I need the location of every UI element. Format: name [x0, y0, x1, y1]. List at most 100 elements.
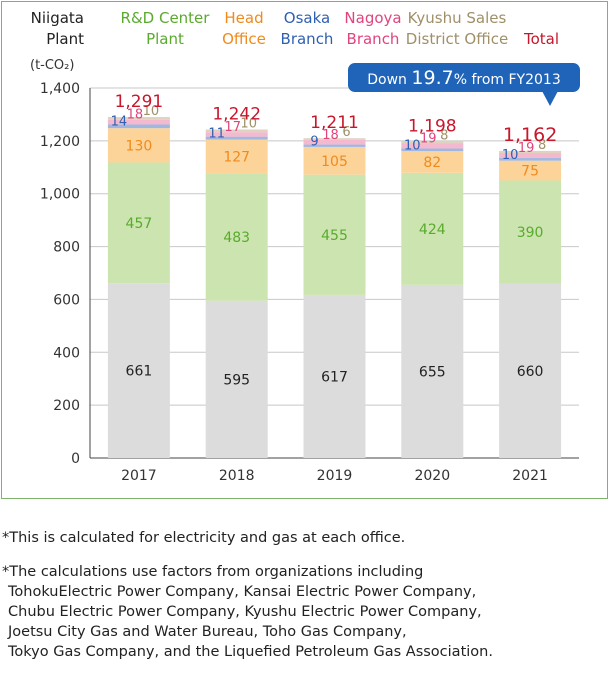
legend-label: District Office — [406, 30, 508, 48]
callout-bubble — [348, 63, 580, 92]
bar-segment — [303, 144, 366, 147]
x-tick-label: 2020 — [414, 468, 450, 484]
total-label: 1,291 — [115, 92, 164, 112]
bar-segment — [107, 117, 170, 120]
y-tick-label: 1,400 — [40, 81, 80, 97]
data-label: 8 — [538, 138, 546, 153]
x-tick-label: 2018 — [219, 468, 255, 484]
legend-label: Plant — [146, 30, 184, 48]
stacked-bar-chart: 0 200 400 600 800 1,000 1,200 1,400 (t-CO₂) Niiga… — [30, 9, 580, 484]
data-label: 14 — [111, 114, 128, 129]
data-label: 457 — [126, 216, 153, 232]
legend-label: Plant — [46, 30, 84, 48]
data-label: 10 — [502, 148, 519, 163]
bar-segment — [205, 300, 268, 458]
data-label: 75 — [521, 164, 539, 180]
x-tick-label: 2021 — [512, 468, 548, 484]
y-tick-label: 0 — [71, 451, 80, 467]
footnote-factors: *The calculations use factors from organ… — [0, 562, 612, 662]
callout-text: Down 19.7% from FY2013 — [367, 67, 560, 89]
bar-segment — [205, 132, 268, 137]
data-label: 127 — [223, 149, 250, 165]
data-label: 130 — [126, 138, 153, 154]
x-tick-label: 2017 — [121, 468, 157, 484]
data-label: 6 — [342, 125, 350, 140]
bar-segment — [205, 173, 268, 301]
data-label: 17 — [224, 120, 241, 135]
bar-segment — [499, 158, 562, 161]
data-label: 18 — [322, 128, 339, 143]
legend-label: Head — [224, 9, 263, 27]
data-label: 10 — [240, 116, 257, 131]
footnote-factors-line: TohokuElectric Power Company, Kansai Ele… — [8, 584, 477, 600]
legend-label: Kyushu Sales — [408, 9, 507, 27]
data-label: 19 — [518, 141, 535, 156]
bar-segment — [107, 128, 170, 163]
bar-segment — [499, 283, 562, 458]
bar-segment — [205, 139, 268, 174]
bar-segment — [401, 151, 464, 173]
data-label: 455 — [321, 228, 348, 244]
y-tick-label: 1,200 — [40, 134, 80, 150]
chart-frame: 0 200 400 600 800 1,000 1,200 1,400 (t-CO₂) Niiga… — [1, 1, 608, 499]
legend-label: R&D Center — [121, 9, 211, 27]
data-label: 617 — [321, 369, 348, 385]
data-label: 82 — [423, 155, 441, 171]
legend-label: Branch — [281, 30, 334, 48]
data-label: 9 — [310, 135, 318, 150]
data-label: 10 — [404, 139, 421, 154]
bar-segment — [107, 124, 170, 129]
data-label: 19 — [420, 132, 437, 147]
bar-segment — [499, 153, 562, 159]
data-label: 655 — [419, 364, 446, 380]
bar-segment — [401, 172, 464, 285]
bar-segment — [107, 162, 170, 284]
y-unit-label: (t-CO₂) — [30, 58, 74, 73]
bar-segment — [303, 139, 366, 145]
bar-segment — [107, 119, 170, 125]
bar-segment — [303, 138, 366, 140]
bar-segment — [205, 129, 268, 133]
data-label: 424 — [419, 222, 446, 238]
data-label: 10 — [143, 104, 160, 119]
footnotes: *This is calculated for electricity and … — [0, 528, 612, 662]
bar-segment — [401, 141, 464, 144]
bar-segment — [499, 160, 562, 181]
legend-label: Osaka — [284, 9, 330, 27]
bar-segment — [303, 174, 366, 295]
bar-segment — [401, 148, 464, 152]
data-label: 660 — [517, 364, 544, 380]
bar-segment — [499, 180, 562, 284]
x-tick-label: 2019 — [317, 468, 353, 484]
bar-segment — [499, 150, 562, 154]
total-label: 1,242 — [212, 104, 261, 124]
data-label: 661 — [126, 364, 153, 380]
footnote-scope: *This is calculated for electricity and … — [2, 530, 406, 546]
legend-label: Office — [222, 30, 266, 48]
data-label: 105 — [321, 154, 348, 170]
footnote-factors-line: *The calculations use factors from organ… — [2, 564, 424, 580]
legend-label: Niigata — [31, 9, 84, 27]
bar-segment — [303, 294, 366, 458]
data-label: 18 — [127, 108, 144, 123]
data-label: 11 — [208, 127, 225, 142]
y-tick-label: 800 — [53, 240, 80, 256]
total-label: 1,162 — [503, 124, 557, 146]
data-label: 595 — [223, 372, 250, 388]
total-label: 1,211 — [310, 113, 359, 133]
footnote-factors-line: Tokyo Gas Company, and the Liquefied Pet… — [8, 644, 493, 660]
total-label: 1,198 — [408, 116, 457, 136]
y-tick-label: 1,000 — [40, 187, 80, 203]
y-tick-label: 200 — [53, 398, 80, 414]
data-label: 8 — [440, 128, 448, 143]
bar-segment — [401, 284, 464, 458]
data-label: 483 — [223, 230, 250, 246]
footnote-factors-line: Chubu Electric Power Company, Kyushu Ele… — [8, 604, 482, 620]
y-tick-label: 600 — [53, 292, 80, 308]
bar-segment — [107, 283, 170, 458]
bar-segment — [205, 136, 268, 140]
footnote-factors-line: Joetsu City Gas and Water Bureau, Toho G… — [8, 624, 407, 640]
bar-segment — [401, 143, 464, 149]
callout-pointer — [542, 91, 558, 106]
legend-label: Branch — [347, 30, 400, 48]
